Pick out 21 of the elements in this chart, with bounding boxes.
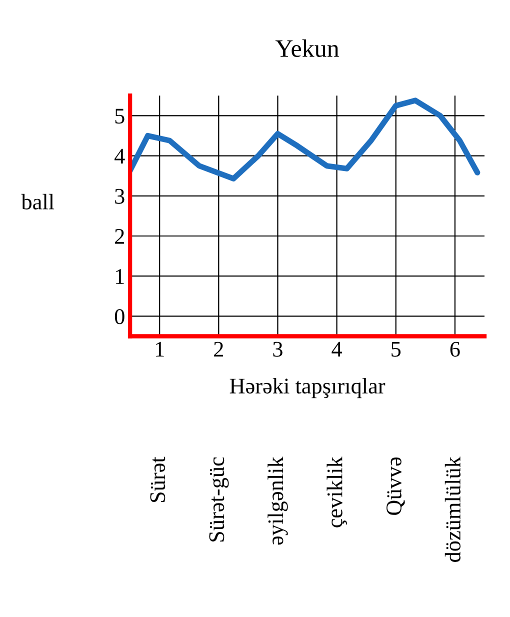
x-tick-label: 4 [332, 342, 342, 357]
x-tick-label: 2 [214, 342, 223, 357]
x-tick-label: 5 [392, 342, 401, 357]
y-tick-label: 2 [115, 228, 124, 244]
x-tick-label: 3 [273, 342, 282, 357]
text: Sürət [150, 456, 166, 502]
chart-title: Yekun [275, 39, 339, 57]
text: Sürət-güc [209, 457, 229, 542]
y-tick-label: 5 [115, 108, 124, 124]
y-axis-title: ball [21, 194, 54, 210]
x-tick-label: 6 [450, 342, 460, 357]
y-tick-label: 0 [114, 309, 124, 324]
text: çeviklik [326, 456, 347, 528]
y-tick-label: 4 [114, 148, 125, 164]
text: Qüvvə [386, 457, 405, 515]
x-axis-title: Hərəki tapşırıqlar [230, 378, 386, 398]
x-tick-label: 1 [156, 342, 164, 357]
text: dözümlülük [444, 456, 461, 562]
y-tick-label: 1 [116, 269, 124, 284]
text: əyilgənlik [268, 456, 288, 545]
y-tick-label: 3 [115, 188, 124, 204]
